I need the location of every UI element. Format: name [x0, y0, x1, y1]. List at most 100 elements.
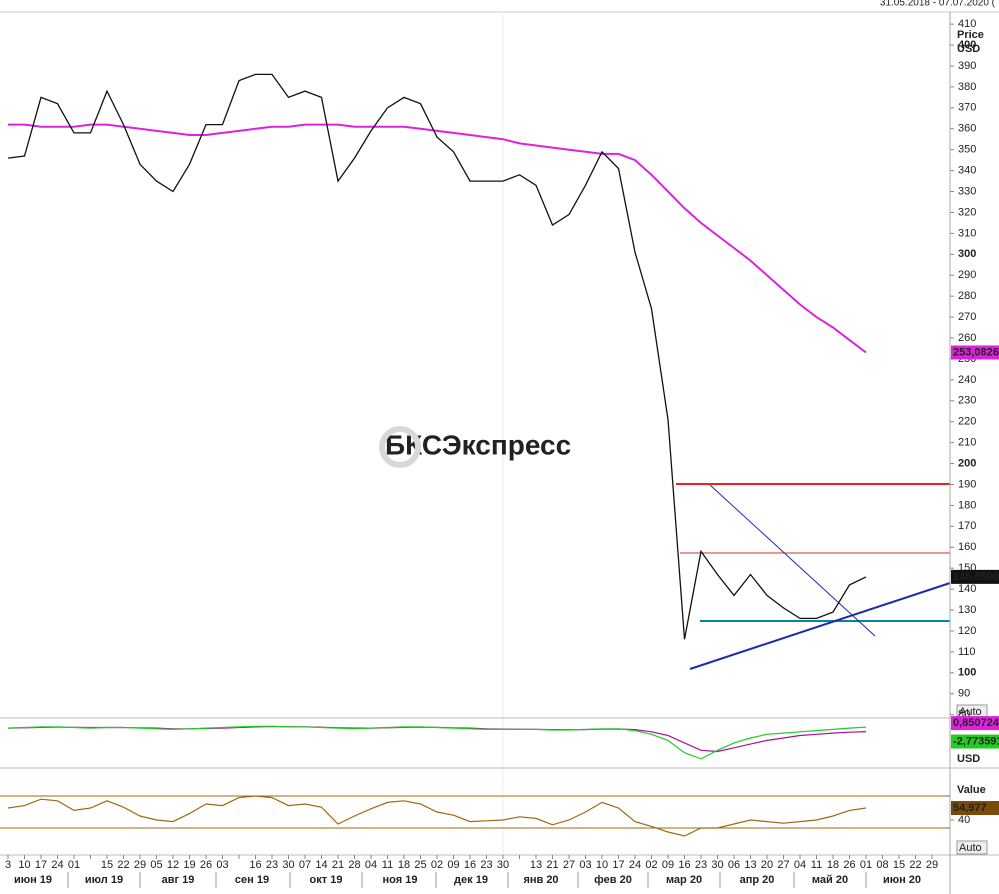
- y-tick-label: 360: [958, 123, 976, 135]
- y-tick-label: 140: [958, 583, 976, 595]
- x-tick-label: 15: [893, 859, 905, 871]
- y-tick-label: 380: [958, 81, 976, 93]
- series-line: [7, 725, 867, 760]
- x-tick-label: 13: [530, 859, 542, 871]
- y-tick-label: 290: [958, 269, 976, 281]
- auto-label: Auto: [959, 706, 982, 718]
- series-line: [8, 123, 867, 354]
- y-tick-label: 170: [958, 520, 976, 532]
- x-tick-label: 09: [447, 859, 459, 871]
- x-tick-label: 11: [811, 859, 822, 871]
- x-tick-label: 01: [860, 859, 872, 871]
- x-tick-label: 16: [249, 859, 261, 871]
- y-tick-label: 180: [958, 499, 976, 511]
- x-tick-label: 25: [414, 859, 426, 871]
- axis-unit: USD: [957, 753, 980, 765]
- x-tick-label: 17: [612, 859, 624, 871]
- x-tick-label: 30: [711, 859, 723, 871]
- trend-line: [689, 582, 951, 670]
- x-tick-label: 16: [464, 859, 476, 871]
- y-tick-label: 330: [958, 185, 976, 197]
- x-tick-label: 11: [382, 859, 393, 871]
- x-tick-label: 12: [167, 859, 179, 871]
- month-label: апр 20: [740, 874, 775, 886]
- x-tick-label: 01: [68, 859, 80, 871]
- auto-label: Auto: [959, 842, 982, 854]
- x-tick-label: 23: [480, 859, 492, 871]
- x-tick-label: 30: [497, 859, 509, 871]
- month-label: июл 19: [85, 874, 123, 886]
- y-tick-label: 300: [958, 248, 976, 260]
- x-tick-label: 23: [266, 859, 278, 871]
- x-tick-label: 04: [794, 859, 806, 871]
- series-line: [7, 73, 867, 640]
- month-label: сен 19: [235, 874, 269, 886]
- x-tick-label: 26: [843, 859, 855, 871]
- month-label: ноя 19: [383, 874, 418, 886]
- month-label: июн 20: [883, 874, 921, 886]
- last-value-box: [951, 569, 999, 584]
- y-tick-label: 390: [958, 60, 976, 72]
- x-tick-label: 16: [678, 859, 690, 871]
- month-label: июн 19: [14, 874, 52, 886]
- trend-line: [709, 484, 876, 637]
- y-tick-label: 240: [958, 374, 976, 386]
- month-label: янв 20: [523, 874, 558, 886]
- axis-label: Value: [957, 784, 986, 796]
- date-range: 31.05.2018 - 07.07.2020 (: [880, 0, 996, 9]
- last-value-box: [951, 345, 999, 360]
- y-tick-label: 270: [958, 311, 976, 323]
- last-value-box: [951, 716, 999, 731]
- x-tick-label: 21: [332, 859, 344, 871]
- x-tick-label: 10: [18, 859, 30, 871]
- y-tick-label: 160: [958, 541, 976, 553]
- x-tick-label: 15: [101, 859, 113, 871]
- y-tick-label: 90: [958, 688, 970, 700]
- x-tick-label: 23: [695, 859, 707, 871]
- x-tick-label: 29: [134, 859, 146, 871]
- y-tick-label: 210: [958, 437, 976, 449]
- x-tick-label: 24: [51, 859, 63, 871]
- x-tick-label: 02: [645, 859, 657, 871]
- auto-button[interactable]: [956, 840, 988, 855]
- y-tick-label: 100: [958, 667, 976, 679]
- y-tick-label: 190: [958, 478, 976, 490]
- x-tick-label: 22: [909, 859, 921, 871]
- x-tick-label: 22: [117, 859, 129, 871]
- x-tick-label: 19: [183, 859, 195, 871]
- x-tick-label: 28: [348, 859, 360, 871]
- y-tick-label: 410: [958, 18, 976, 30]
- x-tick-label: 02: [431, 859, 443, 871]
- x-tick-label: 06: [728, 859, 740, 871]
- x-tick-label: 17: [35, 859, 47, 871]
- last-value-label: 145,8500: [953, 571, 999, 583]
- y-tick-label: 340: [958, 165, 976, 177]
- axis-label: Price: [957, 29, 984, 41]
- x-tick-label: 04: [365, 859, 377, 871]
- x-tick-label: 07: [299, 859, 311, 871]
- x-tick-label: 10: [596, 859, 608, 871]
- x-tick-label: 14: [315, 859, 327, 871]
- y-tick-label: 120: [958, 625, 976, 637]
- last-value-label: 253,0826: [953, 346, 999, 358]
- last-value-label: 0,850724: [953, 717, 999, 729]
- x-tick-label: 27: [777, 859, 789, 871]
- x-tick-label: 29: [926, 859, 938, 871]
- last-value-box: [951, 734, 999, 749]
- month-label: мар 20: [666, 874, 702, 886]
- y-tick-label: 130: [958, 604, 976, 616]
- y-tick-label: 260: [958, 332, 976, 344]
- y-tick-label: 350: [958, 144, 976, 156]
- last-value-label: 54,977: [953, 802, 987, 814]
- x-tick-label: 24: [629, 859, 641, 871]
- x-tick-label: 27: [563, 859, 575, 871]
- series-line: [7, 795, 867, 837]
- x-tick-label: 09: [662, 859, 674, 871]
- y-tick-label: 220: [958, 416, 976, 428]
- month-label: фев 20: [594, 874, 632, 886]
- x-tick-label: 08: [876, 859, 888, 871]
- x-tick-label: 21: [546, 859, 558, 871]
- x-tick-label: 03: [579, 859, 591, 871]
